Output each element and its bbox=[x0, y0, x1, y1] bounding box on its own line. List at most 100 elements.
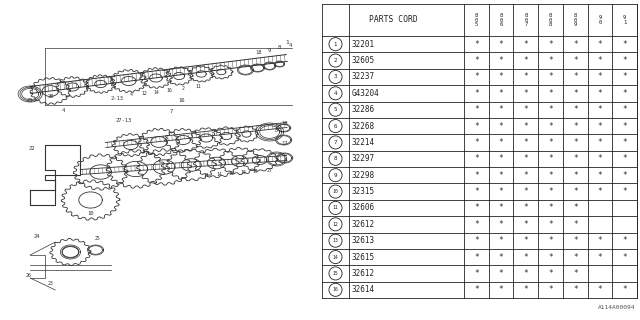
Text: 25: 25 bbox=[95, 236, 100, 241]
Text: 15: 15 bbox=[228, 171, 234, 176]
Text: *: * bbox=[573, 154, 577, 163]
Text: 21: 21 bbox=[27, 98, 33, 103]
Text: *: * bbox=[622, 105, 627, 114]
Text: 1: 1 bbox=[333, 42, 337, 47]
Text: *: * bbox=[524, 122, 528, 131]
Text: *: * bbox=[499, 154, 504, 163]
Text: 8
0
9: 8 0 9 bbox=[573, 13, 577, 27]
Text: 14: 14 bbox=[333, 255, 339, 260]
Text: *: * bbox=[524, 220, 528, 229]
Text: *: * bbox=[573, 269, 577, 278]
Text: *: * bbox=[622, 89, 627, 98]
Text: *: * bbox=[548, 89, 553, 98]
Text: *: * bbox=[573, 105, 577, 114]
Text: *: * bbox=[573, 220, 577, 229]
Text: *: * bbox=[499, 56, 504, 65]
Text: 17: 17 bbox=[282, 141, 288, 146]
Text: *: * bbox=[474, 40, 479, 49]
Text: 7: 7 bbox=[333, 140, 337, 145]
Text: *: * bbox=[524, 154, 528, 163]
Text: *: * bbox=[499, 204, 504, 212]
Text: 8
0
8: 8 0 8 bbox=[549, 13, 552, 27]
Text: *: * bbox=[598, 89, 602, 98]
Text: 32612: 32612 bbox=[352, 269, 375, 278]
Text: 9
0: 9 0 bbox=[598, 15, 602, 25]
Text: 4: 4 bbox=[289, 43, 292, 48]
Text: 26: 26 bbox=[26, 273, 31, 278]
Text: *: * bbox=[598, 252, 602, 261]
Text: *: * bbox=[598, 154, 602, 163]
Text: *: * bbox=[499, 285, 504, 294]
Text: *: * bbox=[548, 236, 553, 245]
Text: *: * bbox=[548, 122, 553, 131]
Text: *: * bbox=[474, 236, 479, 245]
Text: 22: 22 bbox=[29, 146, 35, 151]
Text: *: * bbox=[499, 236, 504, 245]
Text: 8
0
5: 8 0 5 bbox=[475, 13, 478, 27]
Text: 2: 2 bbox=[182, 86, 184, 91]
Text: *: * bbox=[474, 56, 479, 65]
Text: *: * bbox=[622, 171, 627, 180]
Text: 2-13: 2-13 bbox=[111, 96, 124, 101]
Text: 14: 14 bbox=[216, 172, 222, 177]
Text: 24: 24 bbox=[34, 234, 40, 239]
Text: 32614: 32614 bbox=[352, 285, 375, 294]
Text: 32297: 32297 bbox=[352, 154, 375, 163]
Text: 8: 8 bbox=[275, 128, 278, 133]
Text: 16: 16 bbox=[333, 287, 339, 292]
Text: *: * bbox=[499, 89, 504, 98]
Text: 4: 4 bbox=[129, 92, 132, 97]
Text: *: * bbox=[499, 122, 504, 131]
Text: *: * bbox=[573, 252, 577, 261]
Text: *: * bbox=[622, 40, 627, 49]
Text: *: * bbox=[474, 285, 479, 294]
Text: *: * bbox=[573, 122, 577, 131]
Text: *: * bbox=[573, 285, 577, 294]
Text: *: * bbox=[622, 72, 627, 81]
Text: *: * bbox=[524, 252, 528, 261]
Text: 11: 11 bbox=[204, 173, 209, 178]
Text: *: * bbox=[548, 138, 553, 147]
Text: *: * bbox=[474, 269, 479, 278]
Text: *: * bbox=[524, 105, 528, 114]
Text: *: * bbox=[524, 171, 528, 180]
Text: *: * bbox=[548, 252, 553, 261]
Text: *: * bbox=[499, 105, 504, 114]
Text: *: * bbox=[548, 105, 553, 114]
Text: *: * bbox=[598, 171, 602, 180]
Text: *: * bbox=[474, 89, 479, 98]
Text: *: * bbox=[598, 40, 602, 49]
Text: 32612: 32612 bbox=[352, 220, 375, 229]
Text: 32237: 32237 bbox=[352, 72, 375, 81]
Text: 27-13: 27-13 bbox=[116, 118, 132, 123]
Text: *: * bbox=[548, 56, 553, 65]
Text: *: * bbox=[499, 138, 504, 147]
Text: 32298: 32298 bbox=[352, 171, 375, 180]
Text: 15: 15 bbox=[333, 271, 339, 276]
Text: 8: 8 bbox=[333, 156, 337, 161]
Text: *: * bbox=[573, 236, 577, 245]
Text: *: * bbox=[499, 220, 504, 229]
Text: *: * bbox=[524, 72, 528, 81]
Text: *: * bbox=[622, 122, 627, 131]
Text: *: * bbox=[598, 236, 602, 245]
Text: *: * bbox=[622, 187, 627, 196]
Text: *: * bbox=[474, 187, 479, 196]
Text: 16: 16 bbox=[166, 88, 172, 93]
Text: *: * bbox=[524, 187, 528, 196]
Text: *: * bbox=[573, 187, 577, 196]
Text: *: * bbox=[573, 72, 577, 81]
Text: *: * bbox=[598, 56, 602, 65]
Text: *: * bbox=[548, 72, 553, 81]
Text: *: * bbox=[548, 220, 553, 229]
Text: *: * bbox=[548, 187, 553, 196]
Text: 8
0
7: 8 0 7 bbox=[524, 13, 527, 27]
Text: 32214: 32214 bbox=[352, 138, 375, 147]
Text: *: * bbox=[598, 187, 602, 196]
Text: 32615: 32615 bbox=[352, 252, 375, 261]
Text: *: * bbox=[474, 105, 479, 114]
Text: 12: 12 bbox=[333, 222, 339, 227]
Text: *: * bbox=[524, 285, 528, 294]
Text: *: * bbox=[548, 285, 553, 294]
Text: 9: 9 bbox=[268, 48, 271, 53]
